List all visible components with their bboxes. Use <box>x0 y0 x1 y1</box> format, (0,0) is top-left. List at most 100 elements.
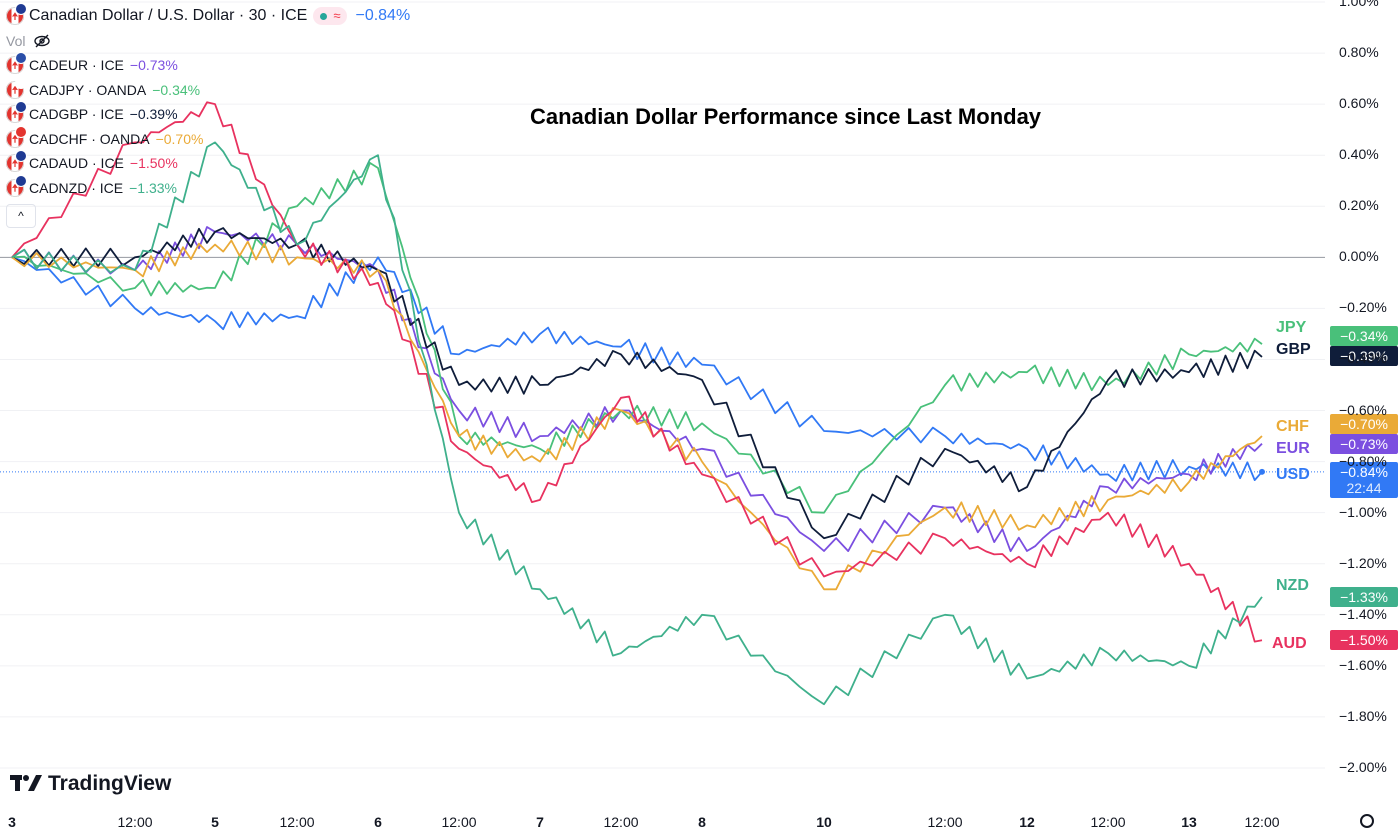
x-tick-label: 6 <box>374 814 382 830</box>
vol-label: Vol <box>6 32 26 49</box>
canada-usa-flag-icon <box>6 4 26 26</box>
price-box-value: −0.34% <box>1340 328 1388 344</box>
x-tick-label: 12:00 <box>441 814 477 830</box>
legend-change: −0.73% <box>129 57 178 73</box>
currency-flag-icon <box>6 102 26 124</box>
currency-flag-icon <box>6 77 26 99</box>
series-lines <box>11 101 1265 706</box>
series-label-gbp: GBP <box>1276 341 1311 358</box>
legend-item[interactable]: CADCHF · OANDA −0.70% <box>6 126 410 152</box>
x-tick-label: 8 <box>698 814 706 830</box>
currency-flag-icon <box>6 151 26 173</box>
y-tick-label: −0.60% <box>1339 401 1387 418</box>
price-box-value: −1.50% <box>1340 632 1388 648</box>
legend-item[interactable]: CADJPY · OANDA −0.34% <box>6 77 410 103</box>
series-line-usd <box>11 256 1263 482</box>
y-tick-label: −0.40% <box>1339 350 1387 367</box>
tradingview-logo[interactable]: TradingView <box>10 772 171 796</box>
x-tick-label: 12:00 <box>279 814 315 830</box>
currency-flag-icon <box>6 53 26 75</box>
main-symbol-row[interactable]: Canadian Dollar / U.S. Dollar · 30 · ICE… <box>6 4 410 29</box>
collapse-legend-button[interactable]: ^ <box>6 204 36 228</box>
legend: Canadian Dollar / U.S. Dollar · 30 · ICE… <box>6 4 410 228</box>
legend-item[interactable]: CADEUR · ICE −0.73% <box>6 53 410 78</box>
series-label-usd: USD <box>1276 466 1310 483</box>
gridlines <box>0 1 1325 769</box>
market-open-dot-icon <box>320 12 328 20</box>
series-line-gbp <box>11 227 1263 540</box>
legend-symbol: CADJPY · OANDA <box>29 81 147 98</box>
tradingview-logo-icon <box>10 775 42 791</box>
x-tick-label: 12:00 <box>603 814 639 830</box>
price-box-eur: −0.73% <box>1330 434 1398 454</box>
legend-change: −1.50% <box>129 155 178 171</box>
series-label-eur: EUR <box>1276 440 1310 457</box>
y-tick-label: −1.60% <box>1339 656 1387 673</box>
legend-item[interactable]: CADNZD · ICE −1.33% <box>6 175 410 201</box>
x-tick-label: 12:00 <box>117 814 153 830</box>
legend-change: −0.70% <box>155 130 204 147</box>
volume-row[interactable]: Vol <box>6 29 410 54</box>
price-box-value: −0.73% <box>1340 436 1388 452</box>
price-box-nzd: −1.33% <box>1330 587 1398 607</box>
x-tick-label: 12:00 <box>927 814 963 830</box>
market-status-pill[interactable]: ≈ <box>313 7 348 26</box>
legend-symbol: CADCHF · OANDA <box>29 130 150 147</box>
series-line-aud <box>11 101 1263 643</box>
price-box-usd: −0.84% 22:44 <box>1330 462 1398 498</box>
y-tick-label: 0.40% <box>1339 146 1379 163</box>
x-tick-label: 7 <box>536 814 544 830</box>
series-label-nzd: NZD <box>1276 577 1309 594</box>
series-line-chf <box>11 239 1263 591</box>
main-symbol-title: Canadian Dollar / U.S. Dollar · 30 · ICE <box>29 7 308 24</box>
legend-item[interactable]: CADGBP · ICE −0.39% <box>6 102 410 127</box>
legend-item[interactable]: CADAUD · ICE −1.50% <box>6 151 410 176</box>
series-label-jpy: JPY <box>1276 319 1307 336</box>
chart-title: Canadian Dollar Performance since Last M… <box>530 104 1042 129</box>
series-label-chf: CHF <box>1276 418 1309 435</box>
x-tick-label: 13 <box>1181 814 1197 830</box>
legend-symbol: CADEUR · ICE <box>29 57 124 73</box>
wave-icon: ≈ <box>333 8 341 23</box>
x-tick-label: 10 <box>816 814 832 830</box>
x-tick-label: 12:00 <box>1244 814 1280 830</box>
y-tick-label: −1.80% <box>1339 707 1387 724</box>
price-box-value: −0.84% <box>1340 464 1388 480</box>
y-tick-label: 0.80% <box>1339 44 1379 61</box>
x-tick-label: 5 <box>211 814 219 830</box>
price-box-aud: −1.50% <box>1330 630 1398 650</box>
currency-flag-icon <box>6 126 26 148</box>
legend-change: −0.34% <box>152 81 201 98</box>
eye-hidden-icon[interactable] <box>33 34 51 48</box>
y-tick-label: 0.60% <box>1339 95 1379 112</box>
series-label-aud: AUD <box>1272 635 1307 652</box>
x-tick-label: 12 <box>1019 814 1035 830</box>
legend-symbol: CADGBP · ICE <box>29 106 124 122</box>
brand-name: TradingView <box>48 772 172 795</box>
x-tick-label: 3 <box>8 814 16 830</box>
y-tick-label: 0.00% <box>1339 248 1379 265</box>
y-tick-label: 1.00% <box>1339 0 1379 9</box>
legend-change: −1.33% <box>129 179 177 196</box>
legend-change: −0.39% <box>129 106 178 122</box>
price-box-chf: −0.70% <box>1330 414 1398 434</box>
currency-flag-icon <box>6 175 26 197</box>
price-box-jpy: −0.34% <box>1330 326 1398 346</box>
price-box-value: −1.33% <box>1340 589 1388 605</box>
price-box-value: −0.39% <box>1340 348 1388 364</box>
y-tick-label: −1.20% <box>1339 554 1387 571</box>
y-tick-label: −2.00% <box>1339 759 1387 775</box>
gear-icon[interactable] <box>1360 814 1374 828</box>
x-tick-label: 12:00 <box>1090 814 1126 830</box>
legend-series-list: CADEUR · ICE −0.73% CADJPY · OANDA −0.34% CA… <box>6 53 410 200</box>
price-box-countdown: 22:44 <box>1346 480 1382 496</box>
main-symbol-change: −0.84% <box>355 7 411 24</box>
price-box-value: −0.70% <box>1340 416 1388 432</box>
y-tick-label: −1.00% <box>1339 503 1387 520</box>
y-tick-label: −0.80% <box>1339 452 1387 469</box>
y-tick-label: 0.20% <box>1339 197 1379 214</box>
y-tick-label: −0.20% <box>1339 299 1387 316</box>
price-box-gbp: −0.39% <box>1330 346 1398 366</box>
chevron-up-icon: ^ <box>18 208 24 223</box>
